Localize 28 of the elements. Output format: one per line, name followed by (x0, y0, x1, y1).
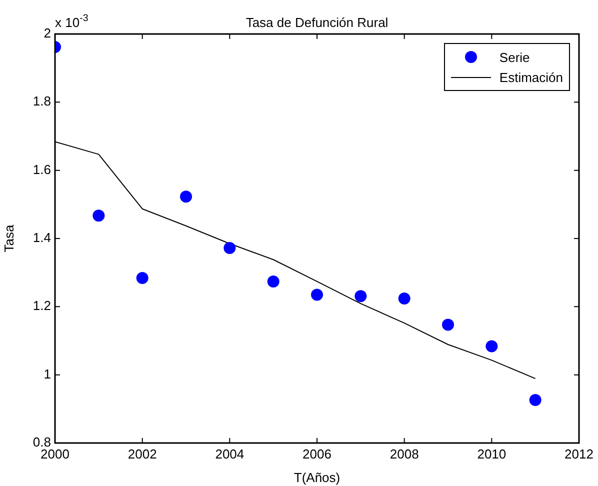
point (136, 272, 148, 284)
y-tick-label: 1.4 (32, 230, 51, 246)
point (442, 318, 454, 331)
legend-label: Estimación (499, 70, 563, 84)
x-tick-label: 2006 (302, 446, 332, 462)
x-tick-label: 2008 (390, 446, 419, 462)
point (267, 275, 280, 288)
y-tick-label: 1.6 (32, 162, 51, 177)
x-tick-label: 2012 (564, 446, 594, 462)
y-axis-title: Tasa (1, 224, 16, 252)
y-tick-label: 1 (44, 366, 51, 382)
x-tick-label: 2010 (477, 446, 506, 462)
point (180, 190, 192, 203)
point (92, 210, 105, 222)
point (354, 290, 367, 302)
x-axis-title: T(Años) (294, 470, 340, 485)
y-tick-label: 1.2 (32, 298, 51, 314)
x-tick-label: 2002 (128, 446, 157, 462)
point (224, 242, 236, 254)
point (311, 288, 323, 301)
y-tick-label: 2 (44, 26, 51, 41)
point (398, 292, 410, 304)
chart-title: Tasa de Defunción Rural (246, 15, 388, 30)
y-tick-label: 1.8 (32, 94, 51, 109)
legend-label: Serie (499, 50, 530, 64)
x-tick-label: 2004 (215, 446, 244, 462)
point (529, 394, 542, 406)
point (486, 340, 498, 352)
